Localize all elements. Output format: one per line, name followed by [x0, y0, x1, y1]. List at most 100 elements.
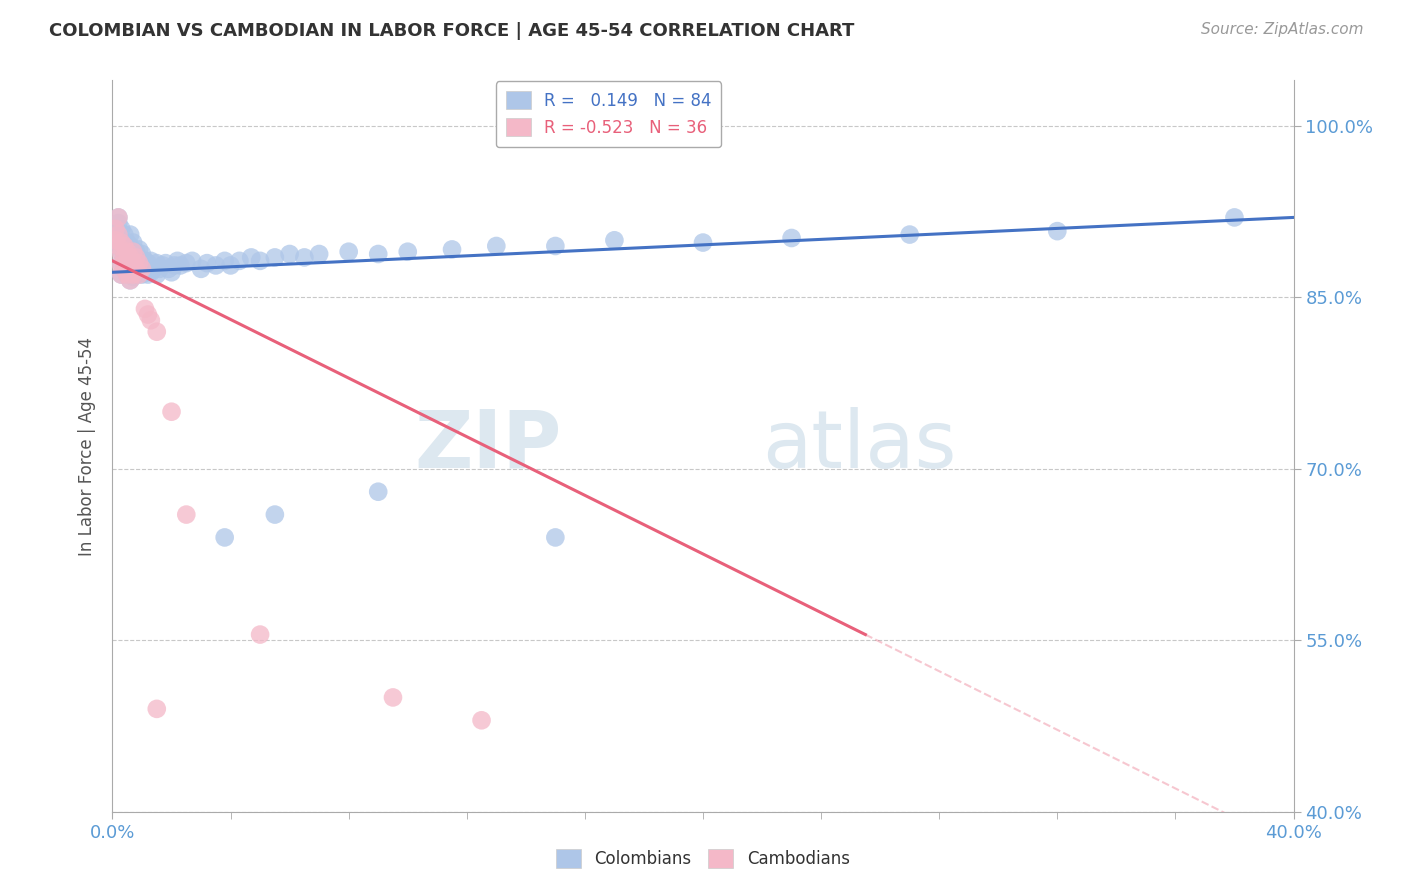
Point — [692, 235, 714, 250]
Point — [107, 227, 129, 242]
Point — [142, 261, 165, 276]
Point — [190, 261, 212, 276]
Point — [120, 251, 142, 265]
Point — [112, 251, 135, 265]
Text: Source: ZipAtlas.com: Source: ZipAtlas.com — [1201, 22, 1364, 37]
Point — [214, 253, 236, 268]
Point — [110, 233, 132, 247]
Point — [107, 239, 129, 253]
Point — [110, 268, 132, 282]
Point — [228, 253, 250, 268]
Point — [125, 244, 148, 259]
Point — [128, 268, 150, 282]
Point — [104, 233, 127, 247]
Point — [112, 239, 135, 253]
Point — [112, 261, 135, 276]
Point — [485, 239, 508, 253]
Point — [125, 256, 148, 270]
Point — [110, 259, 132, 273]
Point — [120, 227, 142, 242]
Point — [337, 244, 360, 259]
Point — [136, 268, 159, 282]
Point — [367, 247, 389, 261]
Point — [122, 259, 145, 273]
Point — [169, 259, 191, 273]
Point — [544, 239, 567, 253]
Point — [112, 261, 135, 276]
Point — [117, 259, 138, 273]
Point — [125, 268, 148, 282]
Text: atlas: atlas — [762, 407, 956, 485]
Point — [149, 261, 172, 276]
Point — [117, 247, 138, 261]
Point — [441, 243, 464, 257]
Point — [382, 690, 405, 705]
Point — [134, 253, 156, 268]
Point — [146, 256, 169, 270]
Point — [128, 243, 150, 257]
Point — [112, 239, 135, 253]
Point — [292, 251, 315, 265]
Point — [122, 269, 145, 284]
Legend: R =   0.149   N = 84, R = -0.523   N = 36: R = 0.149 N = 84, R = -0.523 N = 36 — [495, 81, 721, 147]
Point — [107, 211, 129, 225]
Text: ZIP: ZIP — [413, 407, 561, 485]
Point — [308, 247, 330, 261]
Point — [120, 251, 142, 265]
Point — [107, 216, 129, 230]
Point — [195, 256, 218, 270]
Point — [139, 253, 162, 268]
Point — [160, 405, 183, 419]
Point — [110, 222, 132, 236]
Point — [128, 253, 150, 268]
Point — [120, 261, 142, 276]
Point — [152, 259, 174, 273]
Point — [128, 265, 150, 279]
Point — [107, 239, 129, 253]
Point — [110, 247, 132, 261]
Point — [264, 251, 287, 265]
Point — [136, 308, 159, 322]
Point — [219, 259, 242, 273]
Point — [139, 313, 162, 327]
Point — [104, 222, 127, 236]
Point — [166, 253, 188, 268]
Point — [470, 714, 494, 728]
Point — [110, 268, 132, 282]
Point — [146, 325, 169, 339]
Point — [139, 265, 162, 279]
Point — [122, 268, 145, 282]
Point — [136, 256, 159, 270]
Point — [117, 235, 138, 250]
Point — [367, 484, 389, 499]
Point — [117, 244, 138, 259]
Point — [131, 259, 153, 273]
Point — [104, 233, 127, 247]
Point — [278, 247, 301, 261]
Point — [160, 265, 183, 279]
Point — [396, 244, 419, 259]
Text: COLOMBIAN VS CAMBODIAN IN LABOR FORCE | AGE 45-54 CORRELATION CHART: COLOMBIAN VS CAMBODIAN IN LABOR FORCE | … — [49, 22, 855, 40]
Point — [249, 627, 271, 641]
Point — [134, 265, 156, 279]
Point — [205, 259, 228, 273]
Point — [117, 256, 138, 270]
Point — [544, 530, 567, 544]
Point — [117, 268, 138, 282]
Point — [174, 256, 197, 270]
Point — [110, 244, 132, 259]
Point — [157, 261, 180, 276]
Point — [107, 211, 129, 225]
Point — [122, 235, 145, 250]
Point — [120, 273, 142, 287]
Y-axis label: In Labor Force | Age 45-54: In Labor Force | Age 45-54 — [77, 336, 96, 556]
Point — [107, 227, 129, 242]
Point — [125, 261, 148, 276]
Point — [128, 256, 150, 270]
Point — [122, 244, 145, 259]
Point — [122, 247, 145, 261]
Point — [181, 253, 204, 268]
Point — [110, 256, 132, 270]
Point — [264, 508, 287, 522]
Point — [174, 508, 197, 522]
